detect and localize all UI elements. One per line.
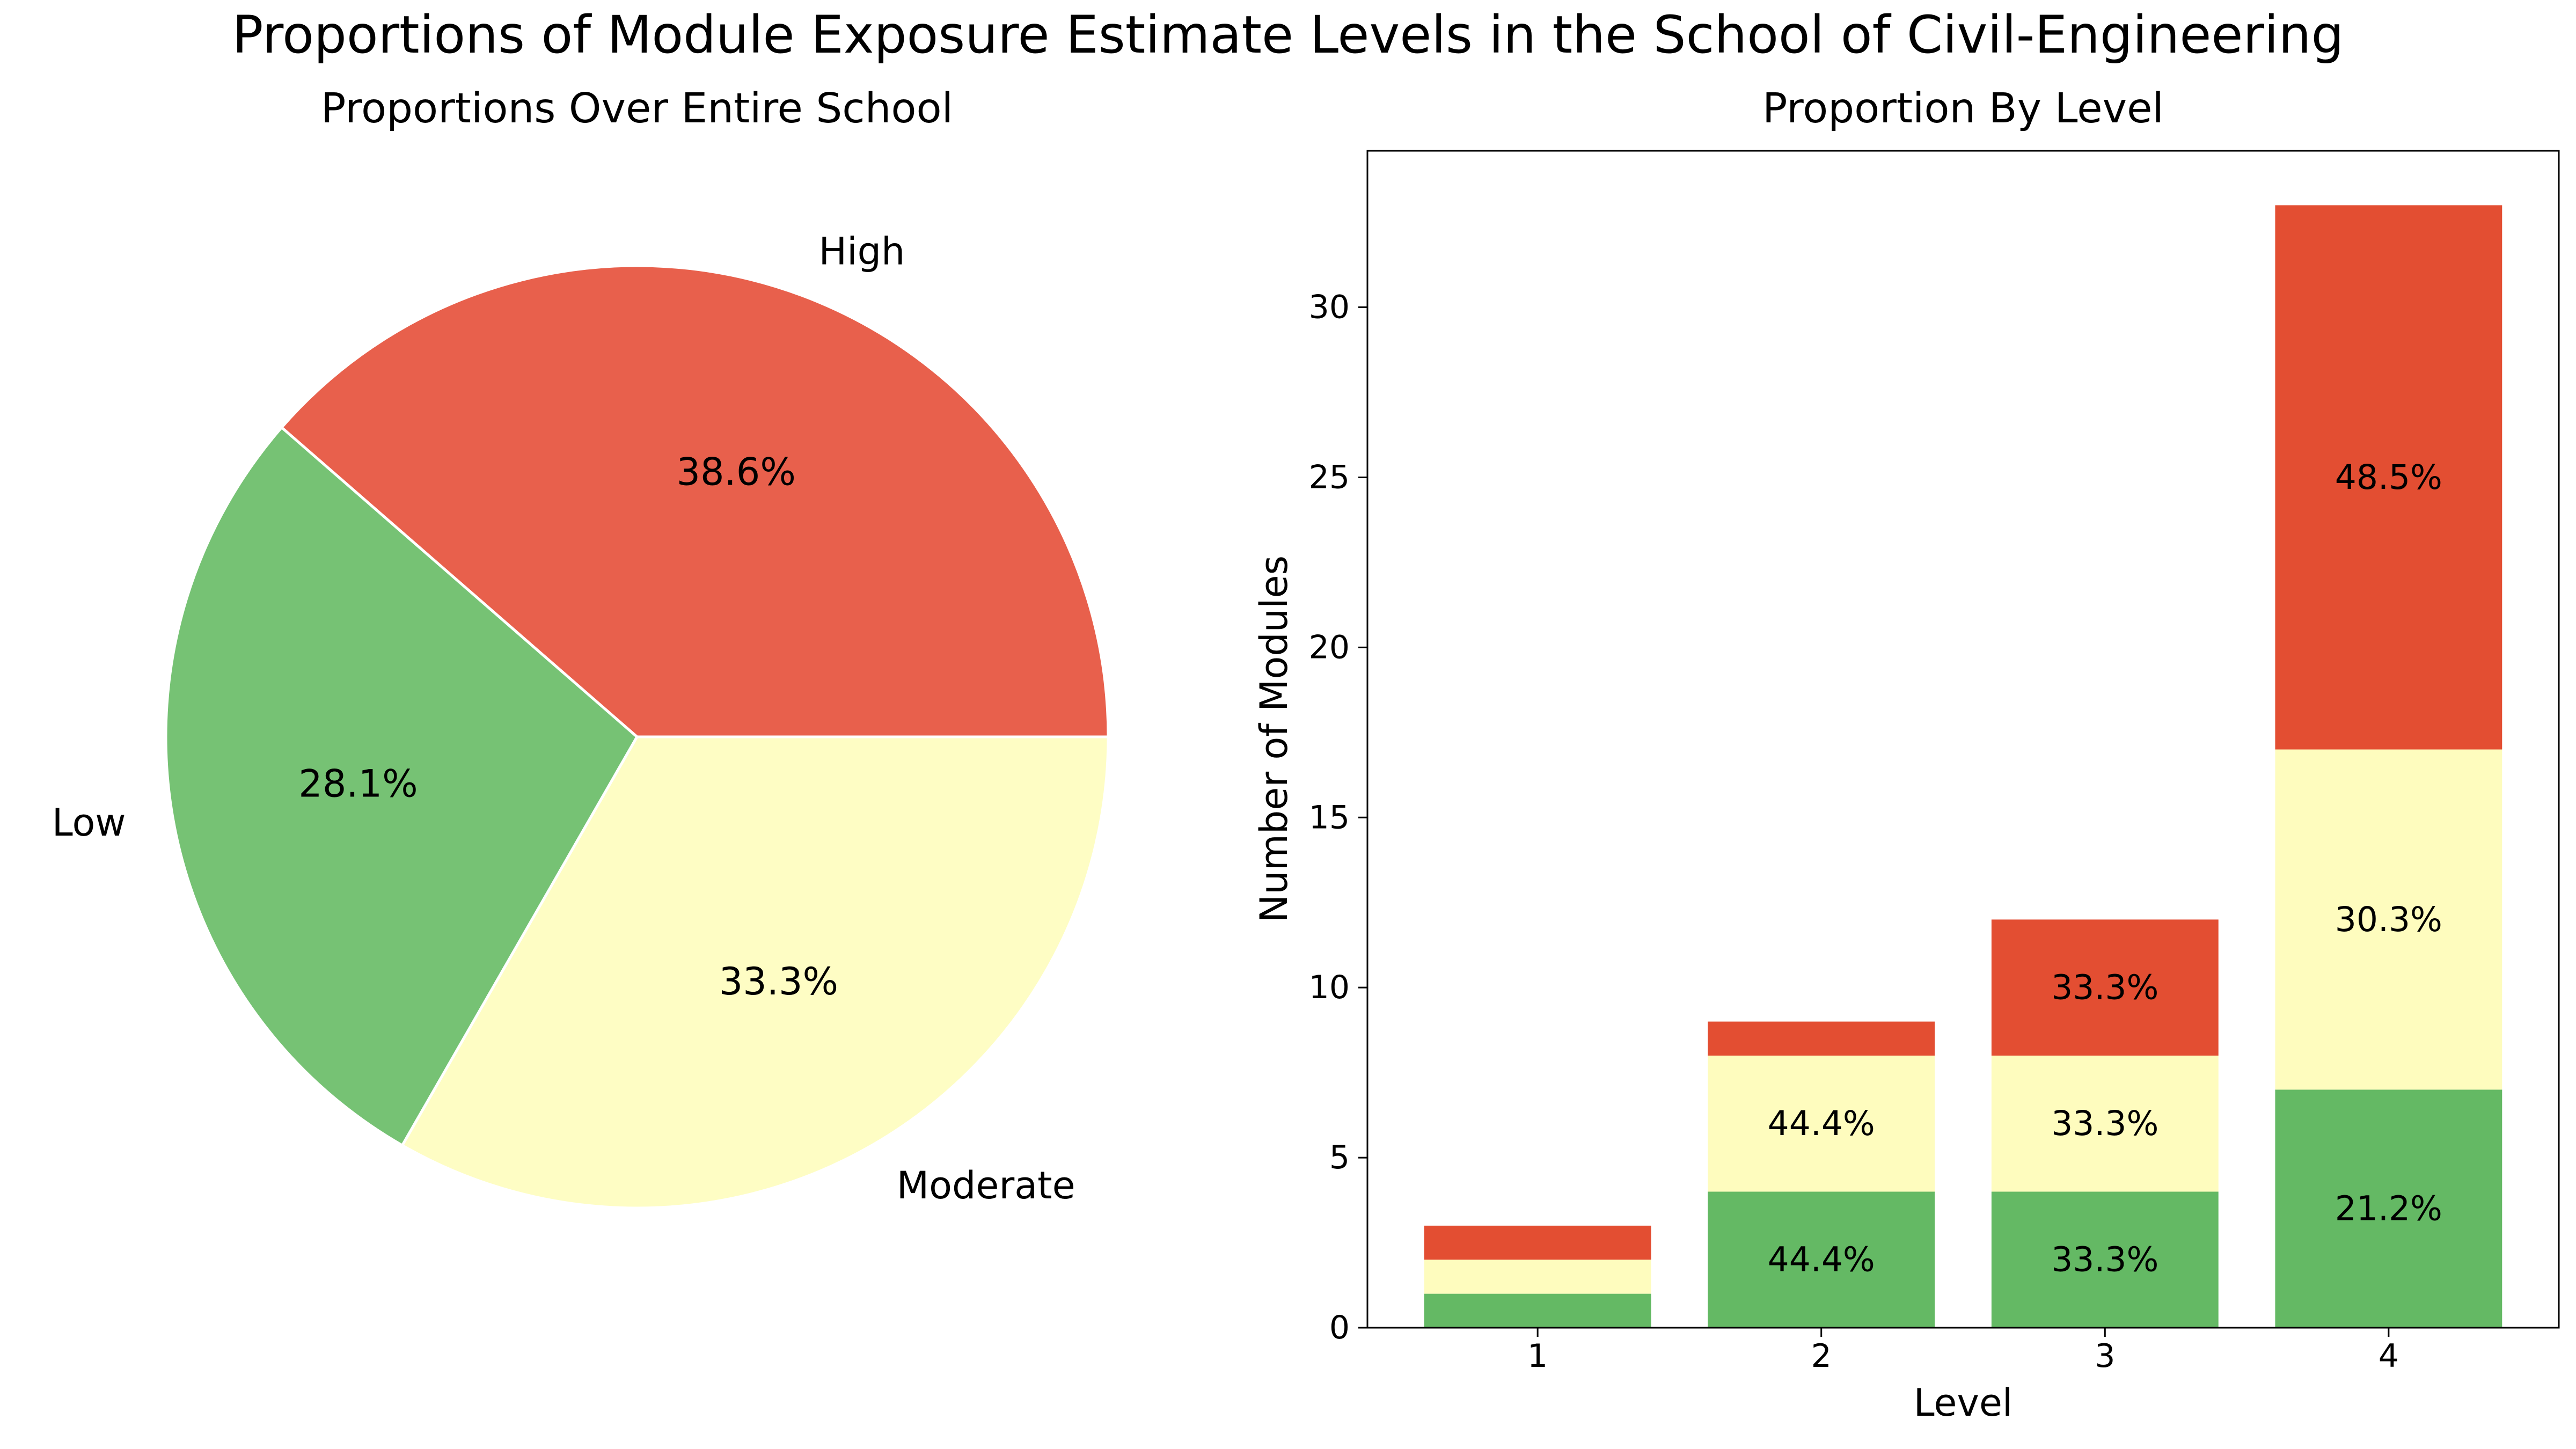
pie-slice-moderate xyxy=(401,735,1110,1210)
bar-rects xyxy=(1424,205,2502,1328)
bar-label-high-level-4: 48.5% xyxy=(2335,458,2442,497)
bar-value-labels: 44.4% 33.3% 21.2% 44.4% 33.3% 30.3% 33.3% 48.5% xyxy=(1768,458,2442,1279)
x-tick-label: 1 xyxy=(1527,1337,1548,1375)
bar-label-moderate-level-3: 33.3% xyxy=(2051,1104,2158,1143)
x-tick-label: 2 xyxy=(1811,1337,1832,1375)
bar-high-level-4 xyxy=(2275,205,2502,750)
x-tick-label: 3 xyxy=(2095,1337,2115,1375)
pie-labels: High 38.6% Low 28.1% Moderate 33.3% xyxy=(52,229,1075,1207)
figure-title: Proportions of Module Exposure Estimate … xyxy=(232,5,2344,65)
pie-label-low: Low xyxy=(52,801,126,845)
bar-label-moderate-level-4: 30.3% xyxy=(2335,900,2442,939)
bar-title: Proportion By Level xyxy=(1762,85,2164,133)
pie-title: Proportions Over Entire School xyxy=(321,85,953,133)
y-tick-label: 5 xyxy=(1329,1139,1350,1176)
bar-low-level-1 xyxy=(1424,1293,1651,1328)
bar-moderate-level-4 xyxy=(2275,749,2502,1090)
bar-low-level-3 xyxy=(1991,1191,2219,1328)
x-axis: 1 2 3 4 xyxy=(1527,1328,2399,1375)
y-tick-label: 30 xyxy=(1309,289,1350,326)
pie-slice-high xyxy=(280,264,1110,738)
pie-label-high: High xyxy=(819,229,905,273)
bar-label-low-level-2: 44.4% xyxy=(1768,1240,1875,1279)
pie-slice-low xyxy=(164,426,639,1147)
bar-low-level-2 xyxy=(1708,1191,1935,1328)
y-tick-label: 20 xyxy=(1309,628,1350,666)
bar-moderate-level-2 xyxy=(1708,1055,1935,1192)
x-axis-label: Level xyxy=(1914,1381,2013,1425)
bar-label-moderate-level-2: 44.4% xyxy=(1768,1104,1875,1143)
pie-chart: Proportions Over Entire School High 38.6%… xyxy=(52,85,1110,1210)
pie-label-moderate: Moderate xyxy=(897,1163,1075,1208)
y-tick-label: 25 xyxy=(1309,458,1350,496)
y-tick-label: 15 xyxy=(1309,799,1350,836)
bar-high-level-1 xyxy=(1424,1225,1651,1260)
bar-label-low-level-4: 21.2% xyxy=(2335,1189,2442,1228)
bar-label-low-level-3: 33.3% xyxy=(2051,1240,2158,1279)
y-tick-label: 10 xyxy=(1309,969,1350,1006)
x-tick-label: 4 xyxy=(2379,1337,2399,1375)
y-tick-label: 0 xyxy=(1329,1309,1350,1346)
bar-low-level-4 xyxy=(2275,1089,2502,1328)
pie-pct-high: 38.6% xyxy=(676,450,795,494)
bar-label-high-level-3: 33.3% xyxy=(2051,968,2158,1007)
plot-area-frame xyxy=(1366,150,2560,1329)
pie-pct-low: 28.1% xyxy=(298,762,418,806)
bar-moderate-level-1 xyxy=(1424,1260,1651,1294)
pie-slices xyxy=(164,264,1110,1210)
bar-moderate-level-3 xyxy=(1991,1055,2219,1192)
pie-pct-moderate: 33.3% xyxy=(719,960,838,1004)
bar-chart: Proportion By Level 44.4% 33.3%21.2%44.4%… xyxy=(1252,85,2560,1425)
y-axis-label: Number of Modules xyxy=(1252,555,1296,923)
bar-high-level-3 xyxy=(1991,919,2219,1056)
bar-high-level-2 xyxy=(1708,1021,1935,1056)
y-axis: 0 5 10 15 20 25 30 xyxy=(1309,289,1367,1346)
